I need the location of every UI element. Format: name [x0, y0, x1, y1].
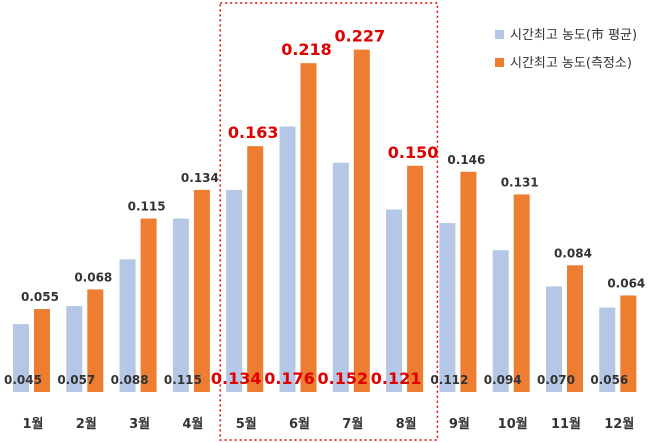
legend-swatch-2: [495, 58, 504, 67]
label-avg-12: 0.056: [590, 373, 628, 387]
label-avg-5: 0.134: [211, 369, 262, 388]
label-avg-3: 0.088: [111, 373, 149, 387]
x-tick-label-9: 9월: [449, 416, 470, 432]
label-avg-11: 0.070: [537, 373, 575, 387]
label-station-5: 0.163: [228, 123, 279, 142]
label-avg-6: 0.176: [264, 369, 315, 388]
x-tick-label-11: 11월: [551, 416, 581, 432]
label-avg-7: 0.152: [317, 369, 368, 388]
label-station-1: 0.055: [21, 290, 59, 304]
bar-station-9: [460, 171, 477, 392]
bar-station-5: [247, 146, 264, 392]
label-station-6: 0.218: [281, 40, 332, 59]
x-tick-label-4: 4월: [182, 416, 203, 432]
bar-station-4: [193, 189, 210, 392]
label-avg-2: 0.057: [57, 373, 95, 387]
bar-avg-11: [546, 286, 562, 392]
bar-avg-10: [492, 250, 509, 392]
x-tick-label-12: 12월: [604, 416, 634, 432]
bar-avg-9: [439, 223, 456, 392]
bar-station-3: [140, 218, 157, 392]
bar-avg-6: [279, 126, 296, 393]
x-tick-label-1: 1월: [22, 416, 43, 432]
bar-avg-4: [172, 218, 189, 392]
label-avg-10: 0.094: [484, 373, 522, 387]
x-tick-label-5: 5월: [236, 416, 257, 432]
label-avg-4: 0.115: [164, 373, 202, 387]
legend-swatch-1: [495, 30, 504, 39]
legend-label-2: 시간최고 농도(측정소): [510, 56, 632, 71]
bar-station-12: [620, 295, 637, 392]
legend-label-1: 시간최고 농도(市 평균): [510, 27, 637, 43]
label-station-10: 0.131: [501, 175, 539, 189]
bar-avg-8: [386, 209, 403, 392]
bar-station-7: [353, 49, 370, 392]
bar-avg-1: [13, 324, 29, 392]
label-station-3: 0.115: [128, 200, 166, 214]
bar-avg-5: [226, 189, 243, 392]
label-station-12: 0.064: [607, 276, 645, 290]
x-tick-label-8: 8월: [396, 416, 417, 432]
x-tick-label-7: 7월: [342, 416, 363, 432]
label-avg-1: 0.045: [4, 373, 42, 387]
x-tick-label-10: 10월: [498, 416, 528, 432]
label-station-4: 0.134: [181, 171, 219, 185]
bar-avg-7: [332, 162, 349, 392]
label-station-11: 0.084: [554, 246, 592, 260]
label-station-7: 0.227: [334, 27, 385, 46]
highlight-box: [219, 2, 439, 441]
bar-station-6: [300, 63, 317, 392]
label-station-2: 0.068: [74, 270, 112, 284]
bar-station-8: [407, 165, 424, 392]
label-avg-8: 0.121: [371, 369, 422, 388]
bar-avg-2: [66, 306, 83, 392]
label-avg-9: 0.112: [430, 373, 468, 387]
bar-station-2: [87, 289, 104, 392]
bar-station-11: [567, 265, 583, 392]
x-tick-label-2: 2월: [76, 416, 97, 432]
label-station-8: 0.150: [388, 143, 439, 162]
label-station-9: 0.146: [447, 153, 485, 167]
x-tick-label-3: 3월: [129, 416, 150, 432]
bar-avg-3: [119, 259, 136, 392]
bar-station-10: [513, 194, 530, 392]
bar-avg-12: [599, 307, 616, 392]
x-tick-label-6: 6월: [289, 416, 310, 432]
bar-station-1: [34, 309, 50, 392]
